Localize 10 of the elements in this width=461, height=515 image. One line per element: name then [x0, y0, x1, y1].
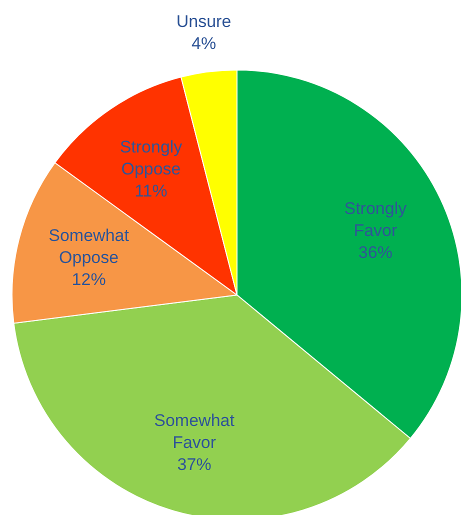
- data-label: 11%: [134, 180, 168, 200]
- slice-label: Strongly Oppose: [120, 136, 183, 178]
- slice-label: Unsure: [176, 12, 232, 31]
- slice-label: Strongly Favor: [344, 198, 408, 240]
- data-label: 36%: [358, 242, 392, 262]
- data-label: 12%: [72, 269, 106, 288]
- data-label: 37%: [177, 454, 212, 474]
- slice-label: Somewhat Favor: [154, 410, 235, 452]
- data-label: 4%: [192, 34, 216, 53]
- slice-label: Somewhat Oppose: [48, 225, 130, 266]
